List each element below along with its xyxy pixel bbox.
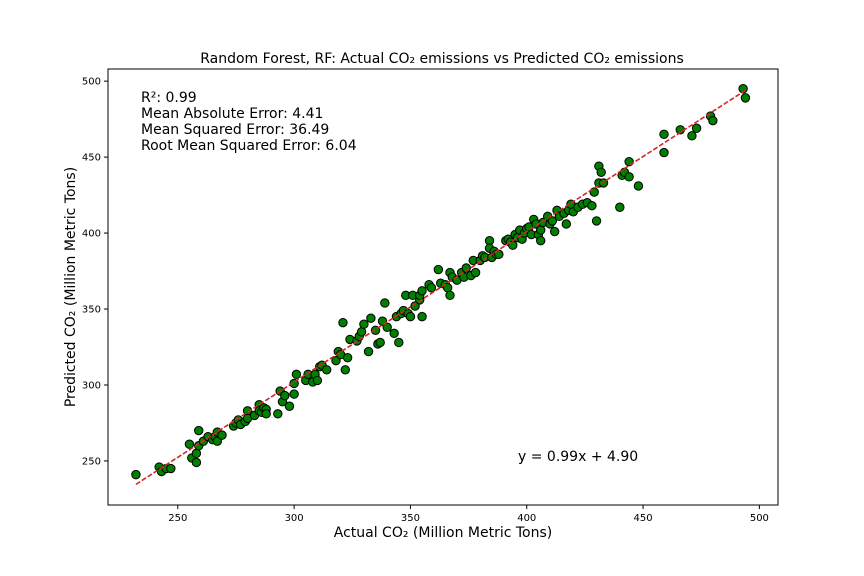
stat-mae: Mean Absolute Error: 4.41: [141, 106, 323, 122]
data-point: [340, 365, 350, 375]
data-point: [691, 123, 702, 133]
data-point: [312, 375, 323, 386]
data-point: [217, 430, 227, 440]
y-tick-label: 300: [82, 380, 101, 391]
data-point: [596, 167, 606, 178]
data-point: [284, 401, 295, 411]
y-tick-label: 350: [82, 305, 101, 316]
data-point: [549, 226, 560, 237]
data-point: [624, 172, 634, 182]
data-point: [417, 286, 427, 296]
data-point: [659, 147, 669, 158]
data-points: [131, 84, 751, 480]
stat-rmse: Root Mean Squared Error: 6.04: [141, 138, 357, 154]
fit-equation: y = 0.99x + 4.90: [518, 449, 638, 465]
y-tick-label: 450: [82, 153, 101, 164]
data-point: [191, 457, 202, 468]
data-point: [342, 352, 353, 363]
data-point: [615, 202, 625, 212]
data-point: [291, 369, 302, 380]
y-axis-ticks: 250 300 350 400 450 500: [82, 77, 108, 467]
data-point: [131, 469, 141, 480]
data-point: [687, 131, 697, 141]
data-point: [184, 439, 195, 449]
data-point: [410, 301, 420, 311]
x-tick-label: 400: [517, 513, 536, 524]
data-point: [363, 346, 374, 357]
data-point: [587, 201, 597, 211]
data-point: [289, 389, 299, 399]
data-point: [375, 337, 385, 348]
x-axis-label: Actual CO₂ (Million Metric Tons): [334, 525, 553, 541]
stat-mse: Mean Squared Error: 36.49: [141, 122, 329, 138]
data-point: [470, 267, 481, 278]
data-point: [417, 311, 427, 322]
data-point: [338, 318, 348, 328]
data-point: [561, 219, 571, 229]
data-point: [624, 156, 634, 167]
y-tick-label: 400: [82, 229, 101, 240]
data-point: [380, 298, 390, 308]
data-point: [633, 181, 644, 191]
data-point: [445, 290, 455, 301]
x-axis-ticks: 250 300 350 400 450 500: [168, 505, 769, 524]
data-point: [389, 328, 399, 339]
data-point: [166, 463, 176, 474]
data-point: [359, 319, 369, 329]
data-point: [433, 264, 444, 275]
data-point: [212, 436, 223, 446]
data-point: [261, 409, 271, 419]
data-point: [426, 283, 437, 293]
data-point: [280, 390, 290, 401]
x-tick-label: 250: [168, 513, 187, 524]
y-tick-label: 500: [82, 77, 101, 88]
data-point: [547, 216, 558, 226]
data-point: [536, 235, 546, 246]
stats-annotation: R²: 0.99 Mean Absolute Error: 4.41 Mean …: [141, 90, 357, 154]
chart-title: Random Forest, RF: Actual CO₂ emissions …: [200, 51, 684, 67]
data-point: [194, 425, 204, 436]
x-tick-label: 450: [634, 513, 653, 524]
data-point: [366, 313, 376, 323]
x-tick-label: 300: [285, 513, 304, 524]
x-tick-label: 350: [401, 513, 420, 524]
data-point: [382, 322, 392, 332]
y-tick-label: 250: [82, 456, 101, 467]
regression-line: [135, 89, 746, 486]
y-axis-label: Predicted CO₂ (Million Metric Tons): [63, 167, 79, 407]
data-point: [740, 93, 751, 103]
data-point: [273, 409, 283, 419]
data-point: [708, 115, 718, 126]
data-point: [394, 337, 404, 348]
data-point: [331, 355, 341, 366]
data-point: [405, 311, 416, 322]
data-point: [659, 129, 669, 140]
data-point: [591, 216, 602, 226]
stat-r2: R²: 0.99: [141, 90, 197, 106]
data-point: [321, 365, 332, 375]
x-tick-label: 500: [750, 513, 769, 524]
